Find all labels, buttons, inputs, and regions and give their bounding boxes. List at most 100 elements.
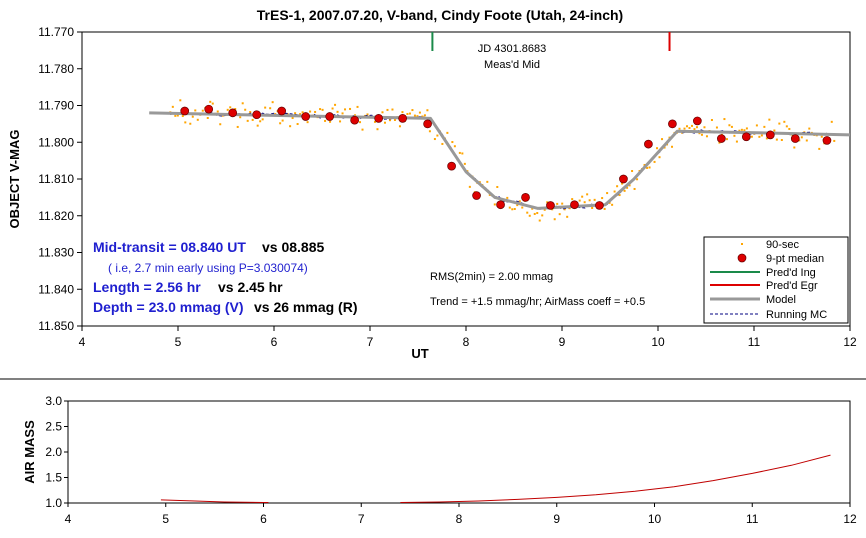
raw-point <box>775 138 778 141</box>
raw-point <box>236 125 239 128</box>
raw-point <box>820 135 823 138</box>
raw-point <box>546 201 549 204</box>
raw-point <box>428 130 431 133</box>
raw-point <box>800 136 803 139</box>
median-point <box>472 191 481 200</box>
raw-point <box>586 193 589 196</box>
raw-point <box>259 120 262 123</box>
median-point <box>447 161 456 171</box>
raw-point <box>354 114 357 117</box>
raw-point <box>591 206 594 209</box>
raw-point <box>735 140 738 143</box>
raw-point <box>334 103 337 106</box>
raw-point <box>533 212 536 215</box>
raw-point <box>299 113 302 116</box>
legend-item-90sec: 90-sec <box>741 239 800 251</box>
raw-point <box>179 99 182 102</box>
x-tick-label: 8 <box>463 335 470 349</box>
airmass-y-axis: 1.0 1.5 2.0 2.5 3.0 <box>45 394 68 510</box>
median-point <box>325 112 335 121</box>
raw-point <box>171 105 174 108</box>
legend-90sec-label: 90-sec <box>766 239 800 251</box>
raw-point <box>194 109 197 112</box>
raw-point <box>643 163 646 166</box>
median-point <box>619 174 628 184</box>
median-point <box>765 130 775 140</box>
median-point <box>822 136 832 145</box>
raw-point <box>606 192 609 195</box>
raw-point <box>730 125 733 128</box>
raw-point <box>211 102 214 105</box>
raw-point <box>513 207 516 210</box>
raw-point <box>611 203 614 206</box>
raw-point <box>521 206 524 209</box>
trend-label: Trend = +1.5 mmag/hr; AirMass coeff = +0… <box>430 296 645 308</box>
median-point <box>204 104 214 114</box>
raw-point <box>773 129 776 132</box>
legend-item-egress: Pred'd Egr <box>710 280 818 292</box>
median-point <box>693 116 702 126</box>
y-axis-label: OBJECT V-MAG <box>7 130 22 229</box>
raw-point <box>388 119 391 122</box>
raw-point <box>763 125 766 128</box>
rms-label: RMS(2min) = 2.00 mmag <box>430 271 553 283</box>
raw-point <box>646 166 649 169</box>
raw-point <box>458 151 461 154</box>
median-point <box>277 106 287 116</box>
raw-point <box>583 201 586 204</box>
predicted-contact-lines <box>431 32 671 51</box>
raw-point <box>628 184 631 187</box>
raw-point <box>401 111 404 114</box>
raw-point <box>541 214 544 217</box>
legend-item-ingress: Pred'd Ing <box>710 267 816 279</box>
median-point <box>741 132 751 142</box>
airmass-x-tick-label: 7 <box>358 512 365 526</box>
raw-point <box>798 139 801 142</box>
raw-point <box>543 208 546 211</box>
raw-point <box>436 134 439 137</box>
x-tick-label: 6 <box>271 335 278 349</box>
raw-point <box>578 199 581 202</box>
raw-point <box>621 182 624 185</box>
raw-point <box>695 126 698 129</box>
raw-point <box>468 185 471 188</box>
raw-point <box>249 111 252 114</box>
legend-median-swatch <box>737 253 747 263</box>
x-tick-label: 9 <box>559 335 566 349</box>
raw-point <box>306 121 309 124</box>
median-point <box>521 193 530 202</box>
raw-point <box>344 108 347 111</box>
raw-point <box>234 108 237 111</box>
raw-point <box>536 212 539 215</box>
raw-point <box>808 127 811 130</box>
raw-point <box>738 129 741 132</box>
raw-point <box>386 108 389 111</box>
y-tick-label: 11.850 <box>38 319 74 333</box>
raw-point <box>373 120 376 123</box>
raw-point <box>745 127 748 130</box>
raw-point <box>563 208 566 211</box>
measured-mid-label: Meas'd Mid <box>484 59 540 71</box>
depth-vs: vs 26 mmag (R) <box>254 299 357 315</box>
airmass-y-tick-label: 3.0 <box>45 394 62 408</box>
raw-point <box>329 120 332 123</box>
airmass-x-tick-label: 12 <box>843 512 857 526</box>
airmass-x-tick-label: 9 <box>553 512 560 526</box>
legend-model-label: Model <box>766 294 796 306</box>
raw-point <box>818 147 821 150</box>
y-tick-label: 11.770 <box>38 25 74 39</box>
raw-point <box>406 112 409 115</box>
raw-point <box>648 166 651 169</box>
raw-point <box>294 112 297 115</box>
raw-point <box>339 120 342 123</box>
median-point <box>644 139 653 149</box>
raw-point <box>623 189 626 192</box>
airmass-y-tick-label: 2.5 <box>45 420 62 434</box>
median-point <box>301 112 311 121</box>
raw-point <box>453 145 456 148</box>
x-tick-label: 10 <box>651 335 665 349</box>
raw-point <box>496 185 499 188</box>
median-point <box>546 201 555 210</box>
legend-box <box>703 236 849 324</box>
